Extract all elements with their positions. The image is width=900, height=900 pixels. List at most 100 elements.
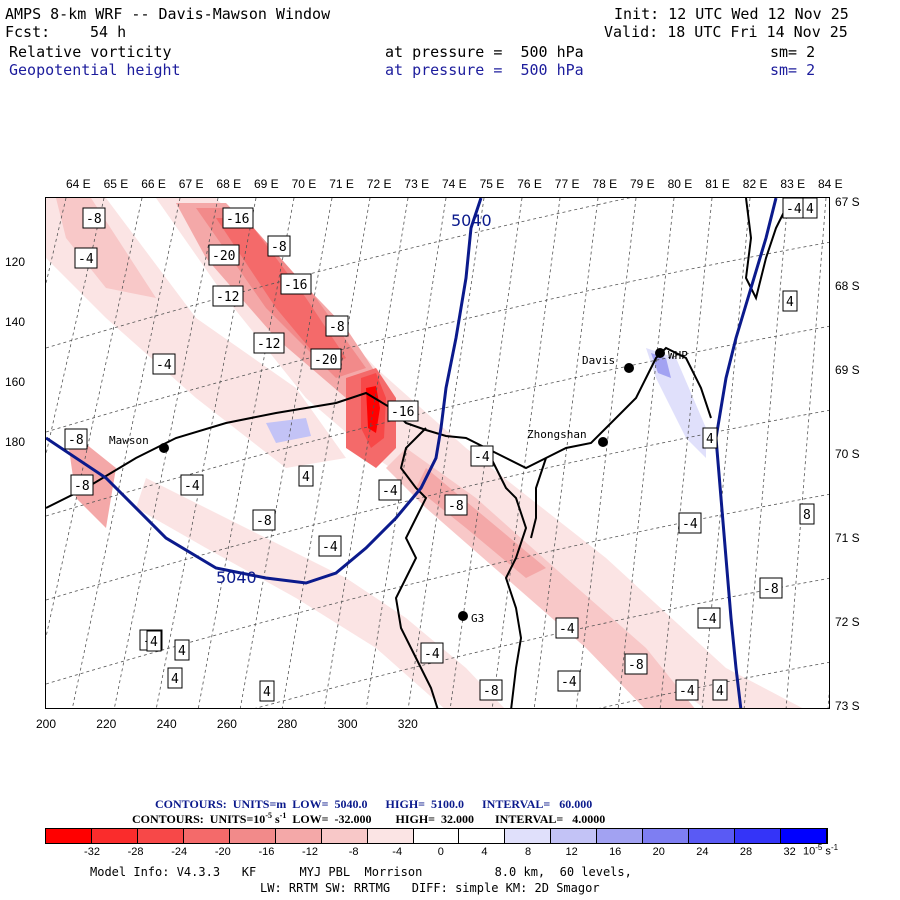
vort-label: -12	[216, 290, 239, 305]
vort-label-box	[325, 315, 349, 337]
vort-label-box	[146, 630, 162, 652]
vort-label: 4	[806, 202, 814, 217]
y-tick-label: 120	[5, 255, 26, 269]
parallel-line	[46, 198, 631, 349]
colorbar-swatch	[91, 829, 138, 843]
colorbar-swatch	[46, 829, 92, 843]
latitude-label: 69 S	[835, 363, 860, 377]
vort-label: -16	[226, 212, 249, 227]
vort-label: 8	[803, 508, 811, 523]
vort-label: -8	[271, 240, 287, 255]
colorbar-swatch	[229, 829, 276, 843]
forecast-label: Fcst:	[5, 23, 51, 41]
colorbar-tick: 4	[481, 846, 488, 858]
vort-label: -4	[78, 252, 94, 267]
vort-label-box	[782, 290, 798, 312]
vort-label-box	[167, 667, 183, 689]
vort-label-box	[180, 474, 204, 496]
vort-label: -4	[786, 202, 802, 217]
vort-label: -16	[284, 278, 307, 293]
vort-label: -4	[701, 612, 717, 627]
meridian-line	[197, 198, 295, 708]
longitude-label: 78 E	[592, 177, 618, 191]
colorbar-swatch	[781, 829, 827, 843]
vort-label: 4	[716, 684, 724, 699]
colorbar-swatch	[597, 829, 644, 843]
colorbar-tick: 24	[696, 846, 709, 858]
colorbar-tick: -16	[258, 846, 275, 858]
longitude-label: 72 E	[366, 177, 392, 191]
vort-label-box	[310, 348, 342, 370]
vort-core-peak	[366, 386, 380, 433]
vort-label: -4	[474, 450, 490, 465]
height-contour-info: CONTOURS: UNITS=m LOW= 5040.0 HIGH= 5100…	[155, 797, 593, 811]
longitude-label: 71 E	[329, 177, 354, 191]
meridian-line	[155, 198, 257, 708]
vort-label-box	[318, 535, 342, 557]
vort-label-box	[697, 607, 721, 629]
vort-label-box	[152, 353, 176, 375]
longitude-label: 66 E	[141, 177, 166, 191]
colorbar-tick: 20	[652, 846, 665, 858]
colorbar-tick: 28	[739, 846, 753, 858]
vort-label-box	[675, 679, 699, 701]
vort-label: 4	[786, 295, 794, 310]
vort-label: -4	[679, 684, 695, 699]
colorbar-tick: -28	[127, 846, 144, 858]
station-markers: Davis WHP Mawson Zhongshan G3	[109, 348, 688, 625]
station-label: Davis	[582, 354, 615, 367]
vort-label: -8	[628, 658, 644, 673]
colorbar-tick: 8	[524, 846, 532, 858]
longitude-label: 70 E	[291, 177, 317, 191]
vort-label-box	[267, 235, 291, 257]
meridian-line	[407, 198, 485, 708]
model-info-physics: LW: RRTM SW: RRTMG DIFF: simple KM: 2D S…	[260, 881, 600, 895]
colorbar-swatch	[183, 829, 230, 843]
vort-label-box	[252, 509, 276, 531]
station-dot	[624, 363, 634, 373]
height-contour-5040-a	[46, 198, 483, 585]
vort-label-box	[64, 428, 88, 450]
map-plot[interactable]: Davis WHP Mawson Zhongshan G3 -8 -16 -8 -20 -16 -…	[45, 197, 830, 709]
vort-label: 4	[706, 432, 714, 447]
latitude-label: 73 S	[835, 699, 860, 713]
meridian-line	[491, 198, 561, 708]
vort-label-box	[712, 679, 728, 701]
vort-label: -12	[257, 337, 280, 352]
vort-label: -20	[314, 353, 337, 368]
longitude-label: 74 E	[442, 177, 467, 191]
vort-label-box	[208, 244, 240, 266]
vort-label-box	[444, 494, 468, 516]
x-tick-label: 240	[156, 717, 177, 731]
colorbar-swatch	[505, 829, 552, 843]
meridian-line	[827, 690, 829, 708]
valid-time: Valid: 18 UTC Fri 14 Nov 25	[604, 23, 848, 41]
parallel-line	[46, 493, 829, 685]
x-tick-label: 300	[337, 717, 358, 731]
station-dot	[159, 443, 169, 453]
meridian-line	[575, 198, 637, 708]
vort-label-box	[555, 617, 579, 639]
field1-name: Relative vorticity	[9, 43, 172, 61]
field2-smoothing: sm= 2	[770, 61, 816, 79]
vort-label: -20	[212, 249, 235, 264]
colorbar-tick: -12	[302, 846, 318, 858]
vort-label: -8	[256, 514, 272, 529]
height-label: 5040	[451, 211, 492, 230]
colorbar-swatch	[643, 829, 690, 843]
latitude-label: 70 S	[835, 447, 860, 461]
x-tick-label: 200	[36, 717, 57, 731]
longitude-label: 82 E	[742, 177, 768, 191]
longitude-label: 79 E	[630, 177, 655, 191]
colorbar-swatch	[321, 829, 368, 843]
vort-label-box	[759, 577, 783, 599]
longitude-label: 65 E	[103, 177, 129, 191]
longitude-label: 77 E	[554, 177, 580, 191]
vort-label: -4	[424, 647, 440, 662]
station-label: G3	[471, 612, 484, 625]
vort-label-box	[479, 679, 503, 701]
y-tick-label: 180	[5, 435, 26, 449]
height-labels: 5040 5040	[216, 211, 492, 587]
meridian-line	[701, 198, 751, 708]
vort-label-box	[799, 503, 815, 525]
